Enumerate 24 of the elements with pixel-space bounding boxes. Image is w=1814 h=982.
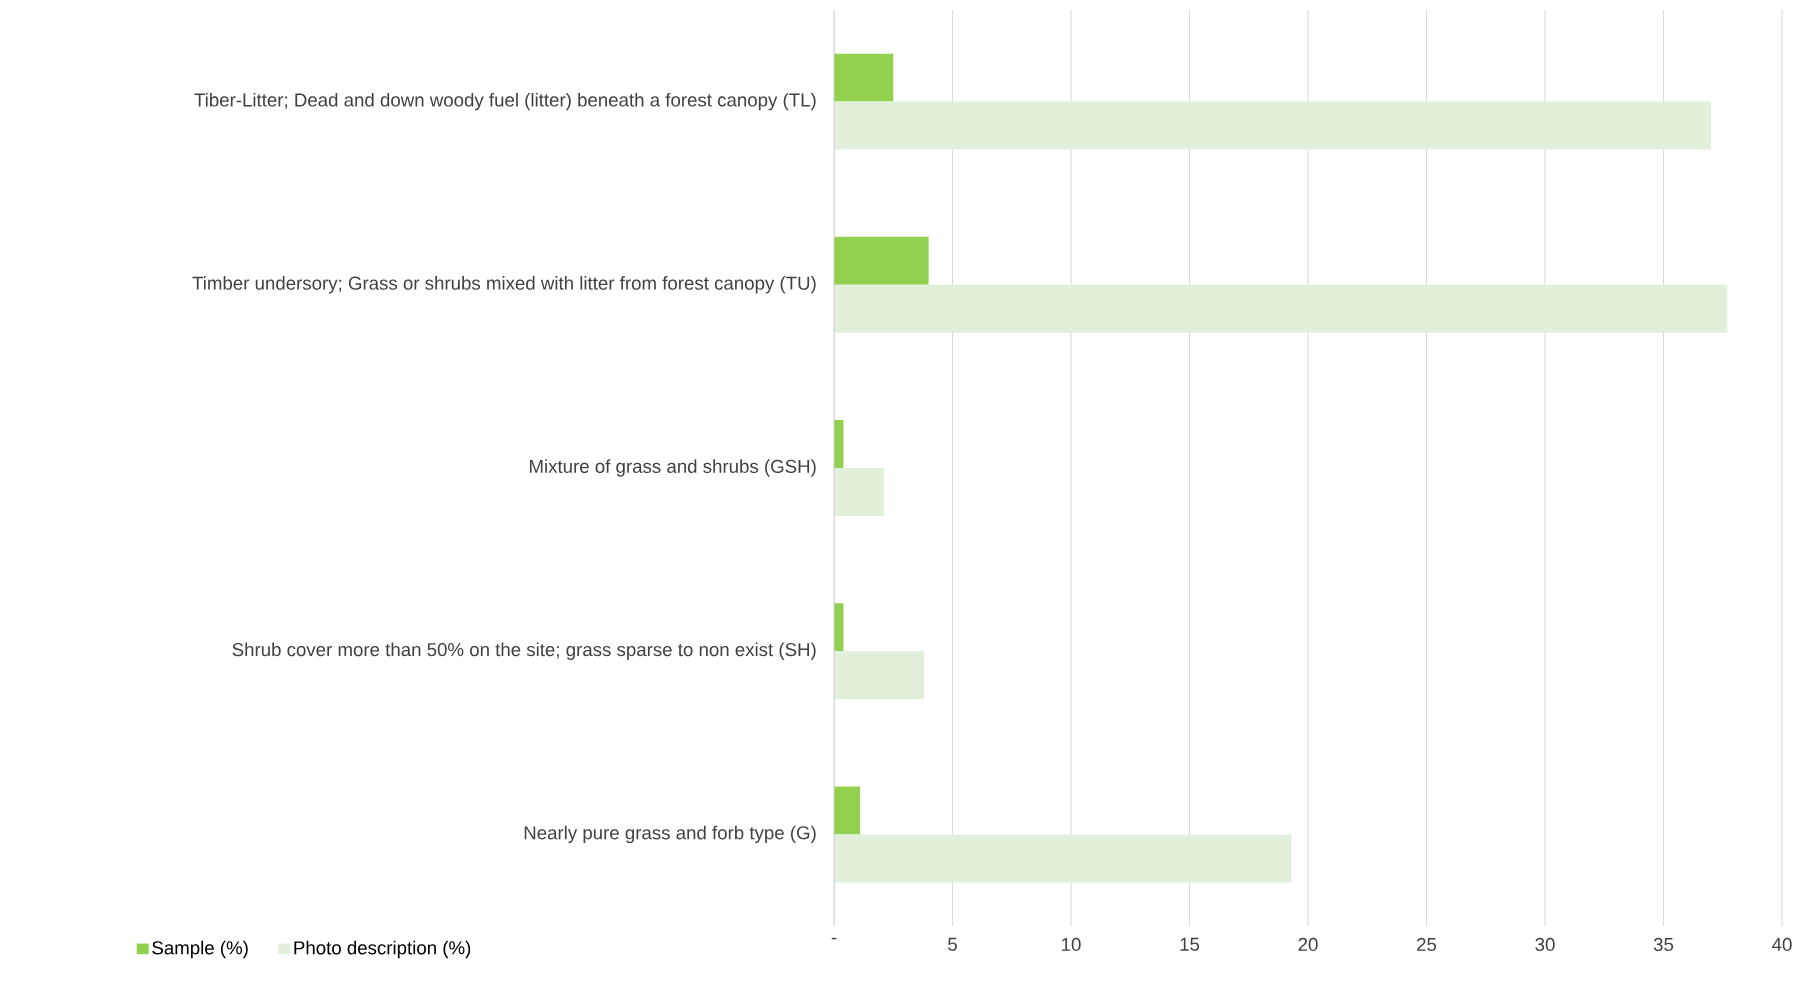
x-tick-label: -	[831, 937, 837, 940]
x-tick-label: 10	[1062, 937, 1081, 952]
y-tick-label: Mixture of grass and shrubs (GSH)	[529, 459, 816, 477]
y-tick-label: Nearly pure grass and forb type (G)	[524, 825, 816, 844]
y-tick-label: Tiber-Litter; Dead and down woody fuel (litter) beneath a forest canopy (TL)	[194, 92, 816, 111]
bar	[834, 101, 1711, 150]
legend-label: Sample (%)	[152, 940, 248, 959]
bar	[834, 786, 861, 835]
bar	[834, 284, 1728, 333]
bar	[834, 468, 884, 516]
bar	[834, 236, 929, 285]
x-tick-label: 25	[1417, 937, 1437, 952]
x-tick-label: 20	[1298, 937, 1318, 952]
bar	[834, 53, 894, 102]
x-tick-label: 40	[1772, 937, 1792, 952]
y-tick-label: Shrub cover more than 50% on the site; grass sparse to non exist (SH)	[232, 642, 816, 660]
x-tick-label: 30	[1535, 937, 1555, 952]
bar	[834, 651, 925, 700]
legend-label: Photo description (%)	[294, 940, 471, 959]
y-tick-label: Timber undersory; Grass or shrubs mixed with litter from forest canopy (TU)	[192, 276, 816, 294]
bar	[834, 834, 1292, 883]
x-tick-label: 5	[948, 937, 957, 951]
x-tick-label: 15	[1180, 937, 1200, 951]
x-tick-label: 35	[1653, 937, 1674, 952]
